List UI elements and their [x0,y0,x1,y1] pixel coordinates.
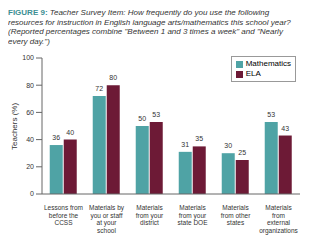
svg-text:Teachers (%): Teachers (%) [10,103,19,150]
svg-text:80: 80 [109,74,117,81]
html-text:Mathematics: Mathematics [245,59,291,68]
svg-text:80: 80 [26,82,34,89]
svg-text:35: 35 [195,135,203,142]
svg-text:50: 50 [138,115,146,122]
svg-text:53: 53 [152,111,160,118]
svg-text:Lessons frombefore theCCSS: Lessons frombefore theCCSS [44,204,83,226]
svg-text:20: 20 [26,163,34,170]
svg-text:53: 53 [267,111,275,118]
svg-text:36: 36 [52,134,60,141]
html-text:ELA: ELA [245,69,261,78]
svg-text:43: 43 [281,125,289,132]
svg-text:100: 100 [22,54,34,61]
svg-text:60: 60 [26,109,34,116]
svg-text:Materialsfrom otherstates: Materialsfrom otherstates [221,204,251,226]
svg-text:Materialsfromexternalorganizat: Materialsfromexternalorganizations [259,204,298,235]
svg-text:40: 40 [66,129,74,136]
html-text:FIGURE 9: Teacher Survey Item:: FIGURE 9: Teacher Survey Item: How frequ… [8,8,291,46]
svg-text:Materials byyou or staffat you: Materials byyou or staffat yourschool [89,204,125,234]
svg-text:25: 25 [238,149,246,156]
svg-text:40: 40 [26,136,34,143]
svg-text:31: 31 [181,141,189,148]
svg-text:Materialsfrom yourstate DOE: Materialsfrom yourstate DOE [178,204,209,226]
svg-text:72: 72 [95,85,103,92]
svg-text:0: 0 [30,190,34,197]
svg-text:30: 30 [224,142,232,149]
svg-text:Materialsfrom yourdistrict: Materialsfrom yourdistrict [136,204,164,226]
